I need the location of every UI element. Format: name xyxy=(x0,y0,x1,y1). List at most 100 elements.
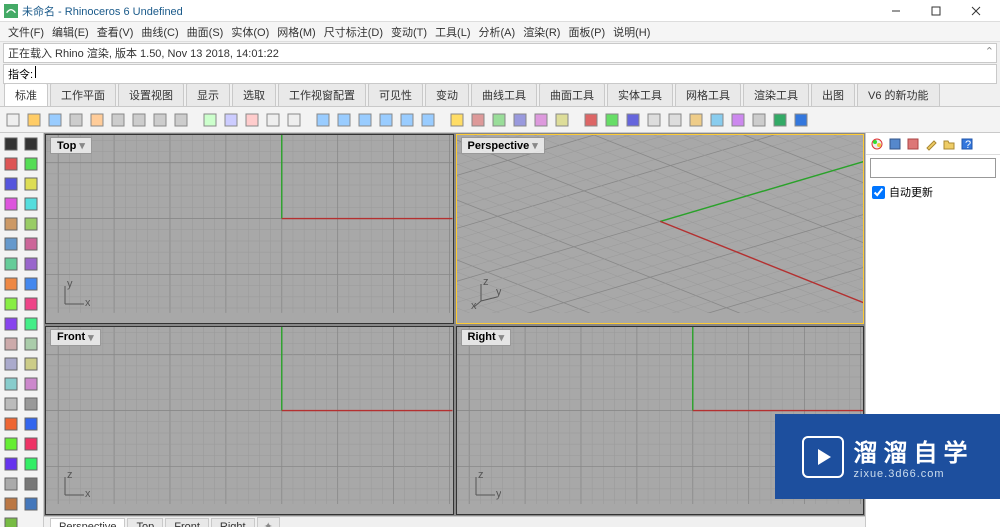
menu-item[interactable]: 曲面(S) xyxy=(183,22,228,42)
minimize-button[interactable] xyxy=(876,1,916,21)
toolbar-button[interactable] xyxy=(511,111,529,129)
tool-button[interactable] xyxy=(22,335,40,353)
toolbar-tab[interactable]: 工作平面 xyxy=(50,83,116,106)
menu-item[interactable]: 文件(F) xyxy=(4,22,48,42)
command-input[interactable] xyxy=(35,66,36,78)
toolbar-button[interactable] xyxy=(151,111,169,129)
toolbar-button[interactable] xyxy=(314,111,332,129)
toolbar-button[interactable] xyxy=(448,111,466,129)
viewport-label-perspective[interactable]: Perspective▾ xyxy=(461,137,545,154)
toolbar-tab[interactable]: 设置视图 xyxy=(118,83,184,106)
toolbar-button[interactable] xyxy=(264,111,282,129)
menu-item[interactable]: 查看(V) xyxy=(93,22,138,42)
menu-item[interactable]: 渲染(R) xyxy=(519,22,564,42)
toolbar-button[interactable] xyxy=(285,111,303,129)
toolbar-tab[interactable]: 实体工具 xyxy=(607,83,673,106)
help-panel-icon[interactable]: ? xyxy=(960,137,974,151)
menu-item[interactable]: 实体(O) xyxy=(227,22,273,42)
tool-button[interactable] xyxy=(2,175,20,193)
toolbar-button[interactable] xyxy=(356,111,374,129)
tool-button[interactable] xyxy=(22,255,40,273)
toolbar-button[interactable] xyxy=(4,111,22,129)
toolbar-button[interactable] xyxy=(624,111,642,129)
dropdown-icon[interactable]: ▾ xyxy=(532,139,538,152)
tool-button[interactable] xyxy=(2,395,20,413)
toolbar-button[interactable] xyxy=(469,111,487,129)
tool-button[interactable] xyxy=(2,495,20,513)
toolbar-tab[interactable]: 可见性 xyxy=(368,83,423,106)
tool-button[interactable] xyxy=(22,295,40,313)
viewport-label-top[interactable]: Top▾ xyxy=(50,137,92,154)
menu-item[interactable]: 说明(H) xyxy=(609,22,654,42)
tool-button[interactable] xyxy=(2,135,20,153)
tool-button[interactable] xyxy=(22,395,40,413)
dropdown-icon[interactable]: ▾ xyxy=(79,139,85,152)
tool-button[interactable] xyxy=(2,235,20,253)
tool-button[interactable] xyxy=(2,435,20,453)
toolbar-button[interactable] xyxy=(490,111,508,129)
color-swatch[interactable] xyxy=(870,158,996,178)
toolbar-button[interactable] xyxy=(398,111,416,129)
materials-icon[interactable] xyxy=(870,137,884,151)
viewport-tab[interactable]: Front xyxy=(165,518,209,527)
dropdown-icon[interactable]: ▾ xyxy=(88,331,94,344)
menu-item[interactable]: 工具(L) xyxy=(431,22,474,42)
viewport-tab[interactable]: Top xyxy=(127,518,163,527)
viewport-label-right[interactable]: Right▾ xyxy=(461,329,512,346)
tool-button[interactable] xyxy=(2,475,20,493)
menu-item[interactable]: 曲线(C) xyxy=(137,22,182,42)
tool-button[interactable] xyxy=(2,255,20,273)
menu-item[interactable]: 编辑(E) xyxy=(48,22,93,42)
toolbar-tab[interactable]: 显示 xyxy=(186,83,230,106)
tool-button[interactable] xyxy=(22,455,40,473)
toolbar-button[interactable] xyxy=(130,111,148,129)
tool-button[interactable] xyxy=(22,435,40,453)
viewport-label-front[interactable]: Front▾ xyxy=(50,329,101,346)
tool-button[interactable] xyxy=(22,135,40,153)
toolbar-button[interactable] xyxy=(532,111,550,129)
tool-button[interactable] xyxy=(22,375,40,393)
tool-button[interactable] xyxy=(2,295,20,313)
maximize-button[interactable] xyxy=(916,1,956,21)
toolbar-button[interactable] xyxy=(109,111,127,129)
tool-button[interactable] xyxy=(22,195,40,213)
tool-button[interactable] xyxy=(2,195,20,213)
menu-item[interactable]: 尺寸标注(D) xyxy=(320,22,387,42)
toolbar-tab[interactable]: 渲染工具 xyxy=(743,83,809,106)
tool-button[interactable] xyxy=(2,335,20,353)
viewport-perspective[interactable]: Perspective▾ z y x xyxy=(456,134,865,324)
tool-button[interactable] xyxy=(22,495,40,513)
toolbar-button[interactable] xyxy=(771,111,789,129)
toolbar-button[interactable] xyxy=(729,111,747,129)
tool-button[interactable] xyxy=(22,275,40,293)
menu-item[interactable]: 分析(A) xyxy=(475,22,520,42)
add-viewport-button[interactable]: ✦ xyxy=(257,517,280,527)
tool-button[interactable] xyxy=(2,515,20,527)
toolbar-button[interactable] xyxy=(645,111,663,129)
toolbar-button[interactable] xyxy=(335,111,353,129)
tool-button[interactable] xyxy=(2,315,20,333)
tool-button[interactable] xyxy=(2,355,20,373)
toolbar-button[interactable] xyxy=(553,111,571,129)
toolbar-button[interactable] xyxy=(172,111,190,129)
toolbar-button[interactable] xyxy=(201,111,219,129)
tool-button[interactable] xyxy=(2,275,20,293)
toolbar-button[interactable] xyxy=(750,111,768,129)
toolbar-tab[interactable]: 曲线工具 xyxy=(471,83,537,106)
tool-button[interactable] xyxy=(22,475,40,493)
tool-button[interactable] xyxy=(22,175,40,193)
viewport-tab[interactable]: Perspective xyxy=(50,518,125,527)
toolbar-button[interactable] xyxy=(582,111,600,129)
menu-item[interactable]: 网格(M) xyxy=(273,22,320,42)
tool-button[interactable] xyxy=(2,375,20,393)
toolbar-button[interactable] xyxy=(687,111,705,129)
dropdown-icon[interactable]: ▾ xyxy=(499,331,505,344)
toolbar-button[interactable] xyxy=(419,111,437,129)
toolbar-button[interactable] xyxy=(222,111,240,129)
tool-button[interactable] xyxy=(22,315,40,333)
menu-item[interactable]: 面板(P) xyxy=(564,22,609,42)
toolbar-tab[interactable]: V6 的新功能 xyxy=(857,83,940,106)
toolbar-tab[interactable]: 选取 xyxy=(232,83,276,106)
viewport-top[interactable]: Top▾ y x xyxy=(45,134,454,324)
tool-button[interactable] xyxy=(22,415,40,433)
